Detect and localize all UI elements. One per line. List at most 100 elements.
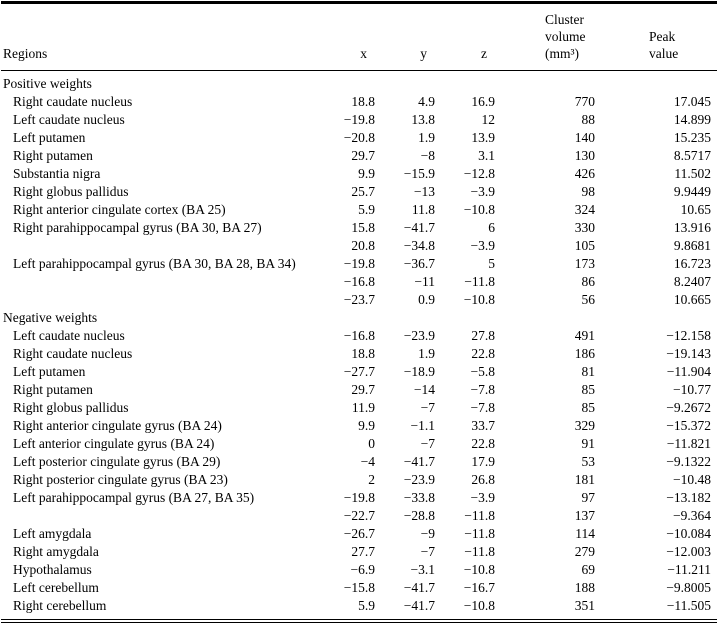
volume-cell: 188 <box>574 580 595 595</box>
volume-cell: 69 <box>581 562 596 577</box>
peak-cell: −19.143 <box>666 346 711 361</box>
y-cell: 1.9 <box>418 130 435 145</box>
peak-cell: −11.505 <box>666 598 711 613</box>
section-label: Negative weights <box>3 310 98 325</box>
table-row: Left cerebellum −15.8 −41.7 −16.7 188 −9.8005 <box>1 579 717 597</box>
region-cell: Left putamen <box>13 130 86 145</box>
table-row: −23.7 0.9 −10.8 56 10.665 <box>1 291 717 309</box>
volume-cell: 137 <box>574 508 595 523</box>
table-row: Left parahippocampal gyrus (BA 27, BA 35… <box>1 489 717 507</box>
y-cell: −7 <box>420 400 435 415</box>
peak-cell: −11.211 <box>667 562 711 577</box>
y-cell: −23.9 <box>403 472 435 487</box>
peak-cell: 8.2407 <box>673 274 711 289</box>
x-cell: 18.8 <box>351 94 375 109</box>
volume-cell: 130 <box>574 148 595 163</box>
region-cell <box>1 273 341 291</box>
z-cell: −10.8 <box>463 292 495 307</box>
z-cell: −10.8 <box>463 202 495 217</box>
z-cell: 22.8 <box>471 436 495 451</box>
peak-cell: −9.2672 <box>666 400 711 415</box>
header-cluster-volume-line1: Cluster volume <box>545 12 586 44</box>
z-cell: 26.8 <box>471 472 495 487</box>
table-row: Right globus pallidus 25.7 −13 −3.9 98 9.9449 <box>1 183 717 201</box>
region-cell: Right caudate nucleus <box>13 346 133 361</box>
region-cell: Left parahippocampal gyrus (BA 27, BA 35… <box>13 490 255 505</box>
header-z: z <box>441 2 501 71</box>
x-cell: 2 <box>368 472 375 487</box>
y-cell: −34.8 <box>403 238 435 253</box>
region-cell: Substantia nigra <box>13 166 101 181</box>
peak-cell: −9.1322 <box>666 454 711 469</box>
x-cell: −19.8 <box>343 490 375 505</box>
header-x: x <box>341 2 381 71</box>
region-cell: Right posterior cingulate gyrus (BA 23) <box>13 472 228 487</box>
volume-cell: 85 <box>581 382 596 397</box>
section-label: Positive weights <box>3 76 92 91</box>
y-cell: 11.8 <box>411 202 435 217</box>
volume-cell: 173 <box>574 256 595 271</box>
region-cell: Left caudate nucleus <box>13 328 125 343</box>
y-cell: 13.8 <box>411 112 435 127</box>
z-cell: 22.8 <box>471 346 495 361</box>
region-cell: Right putamen <box>13 148 93 163</box>
table-row: Right caudate nucleus 18.8 4.9 16.9 770 17.04… <box>1 93 717 111</box>
x-cell: 15.8 <box>351 220 375 235</box>
x-cell: 5.9 <box>358 202 375 217</box>
x-cell: 25.7 <box>351 184 375 199</box>
peak-cell: −11.821 <box>666 436 711 451</box>
table-row: Left caudate nucleus −16.8 −23.9 27.8 491 −12… <box>1 327 717 345</box>
z-cell: −11.8 <box>464 526 495 541</box>
y-cell: −28.8 <box>403 508 435 523</box>
y-cell: −36.7 <box>403 256 435 271</box>
region-cell <box>1 507 341 525</box>
z-cell: −3.9 <box>470 238 496 253</box>
y-cell: −7 <box>420 544 435 559</box>
volume-cell: 97 <box>581 490 596 505</box>
x-cell: −19.8 <box>343 256 375 271</box>
table-row: Substantia nigra 9.9 −15.9 −12.8 426 11.502 <box>1 165 717 183</box>
z-cell: −7.8 <box>470 382 496 397</box>
x-cell: −16.8 <box>343 328 375 343</box>
y-cell: −41.7 <box>403 580 435 595</box>
z-cell: −10.8 <box>463 562 495 577</box>
volume-cell: 140 <box>574 130 595 145</box>
z-cell: −3.9 <box>470 490 496 505</box>
peak-cell: −12.003 <box>666 544 711 559</box>
section-row: Positive weights <box>1 71 717 94</box>
z-cell: 13.9 <box>471 130 495 145</box>
z-cell: −10.8 <box>463 598 495 613</box>
region-cell: Right parahippocampal gyrus (BA 30, BA 2… <box>13 220 262 235</box>
peak-cell: −9.8005 <box>666 580 711 595</box>
table-row: Right globus pallidus 11.9 −7 −7.8 85 −9.2672 <box>1 399 717 417</box>
region-cell: Right caudate nucleus <box>13 94 133 109</box>
x-cell: −19.8 <box>343 112 375 127</box>
volume-cell: 105 <box>574 238 595 253</box>
table-row: Left putamen −20.8 1.9 13.9 140 15.235 <box>1 129 717 147</box>
y-cell: −18.9 <box>403 364 435 379</box>
volume-cell: 324 <box>574 202 595 217</box>
volume-cell: 279 <box>574 544 595 559</box>
header-peak-value-line2: value <box>649 46 679 61</box>
region-cell: Left putamen <box>13 364 86 379</box>
volume-cell: 114 <box>575 526 595 541</box>
x-cell: −20.8 <box>343 130 375 145</box>
peak-cell: −11.904 <box>666 364 711 379</box>
header-row: Regions x y z Cluster volume (mm³) Peak … <box>1 2 717 71</box>
y-cell: 1.9 <box>418 346 435 361</box>
volume-cell: 186 <box>574 346 595 361</box>
y-cell: −7 <box>420 436 435 451</box>
y-cell: −14 <box>413 382 435 397</box>
y-cell: −11 <box>414 274 435 289</box>
y-cell: −23.9 <box>403 328 435 343</box>
y-cell: −15.9 <box>403 166 435 181</box>
volume-cell: 426 <box>574 166 595 181</box>
x-cell: 5.9 <box>358 598 375 613</box>
table-row: Right putamen 29.7 −8 3.1 130 8.5717 <box>1 147 717 165</box>
region-cell: Left caudate nucleus <box>13 112 125 127</box>
region-cell <box>1 291 341 309</box>
peak-cell: 10.65 <box>680 202 711 217</box>
peak-cell: 11.502 <box>674 166 711 181</box>
volume-cell: 53 <box>581 454 596 469</box>
